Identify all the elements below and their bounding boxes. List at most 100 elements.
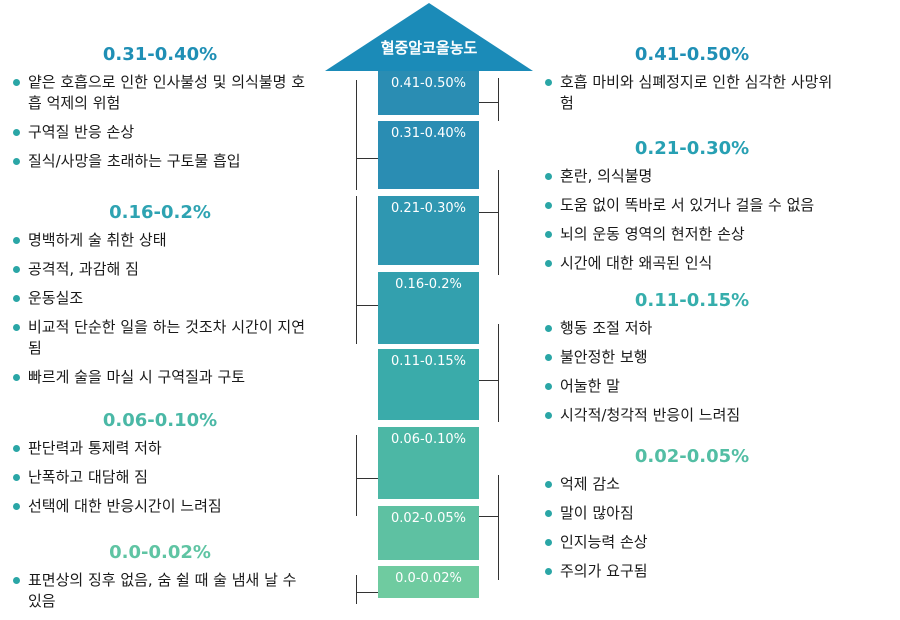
bullet-icon bbox=[545, 510, 552, 517]
effect-item: 뇌의 운동 영역의 현저한 손상 bbox=[542, 224, 842, 245]
effect-item: 질식/사망을 초래하는 구토물 흡입 bbox=[10, 151, 310, 172]
effect-item-text: 선택에 대한 반응시간이 느려짐 bbox=[28, 497, 222, 515]
bullet-icon bbox=[545, 539, 552, 546]
bullet-icon bbox=[545, 354, 552, 361]
effect-group: 0.31-0.40% 얕은 호흡으로 인한 인사불성 및 의식불명 호흡 억제의 … bbox=[10, 44, 310, 180]
scale-segment: 0.0-0.02% bbox=[378, 566, 479, 598]
scale-segment-label: 0.21-0.30% bbox=[391, 201, 466, 216]
scale-segment: 0.41-0.50% bbox=[378, 71, 479, 115]
effect-item-text: 도움 없이 똑바로 서 있거나 걸을 수 없음 bbox=[560, 196, 815, 214]
bracket-line bbox=[356, 592, 378, 593]
effect-item: 시각적/청각적 반응이 느려짐 bbox=[542, 405, 842, 426]
effect-item: 시간에 대한 왜곡된 인식 bbox=[542, 253, 842, 274]
bullet-icon bbox=[13, 445, 20, 452]
effect-item-text: 어눌한 말 bbox=[560, 377, 620, 395]
effect-item-text: 혼란, 의식불명 bbox=[560, 167, 653, 185]
effect-item: 얕은 호흡으로 인한 인사불성 및 의식불명 호흡 억제의 위험 bbox=[10, 72, 310, 114]
bullet-icon bbox=[13, 503, 20, 510]
effect-item-text: 인지능력 손상 bbox=[560, 533, 648, 551]
bullet-icon bbox=[545, 202, 552, 209]
bullet-icon bbox=[545, 260, 552, 267]
effect-item-text: 시간에 대한 왜곡된 인식 bbox=[560, 254, 713, 272]
scale-segment-label: 0.02-0.05% bbox=[391, 511, 466, 526]
scale-segment: 0.02-0.05% bbox=[378, 506, 479, 560]
effect-item: 선택에 대한 반응시간이 느려짐 bbox=[10, 496, 310, 517]
bracket-line bbox=[498, 170, 499, 275]
effect-item: 호흡 마비와 심폐정지로 인한 심각한 사망위험 bbox=[542, 72, 842, 114]
effect-item: 행동 조절 저하 bbox=[542, 318, 842, 339]
effect-item: 억제 감소 bbox=[542, 474, 842, 495]
group-range-title: 0.31-0.40% bbox=[102, 44, 218, 65]
effect-item-text: 시각적/청각적 반응이 느려짐 bbox=[560, 406, 741, 424]
effect-item-text: 뇌의 운동 영역의 현저한 손상 bbox=[560, 225, 745, 243]
effect-item-text: 불안정한 보행 bbox=[560, 348, 648, 366]
effect-item: 혼란, 의식불명 bbox=[542, 166, 842, 187]
bracket-line bbox=[356, 575, 357, 604]
effect-item: 구역질 반응 손상 bbox=[10, 122, 310, 143]
scale-segment-label: 0.41-0.50% bbox=[391, 76, 466, 91]
bracket-line bbox=[356, 158, 378, 159]
arrow-title: 혈중알코올농도 bbox=[380, 39, 478, 57]
bullet-icon bbox=[545, 173, 552, 180]
scale-segment: 0.11-0.15% bbox=[378, 349, 479, 420]
group-range-title: 0.11-0.15% bbox=[634, 290, 750, 311]
group-range-title: 0.02-0.05% bbox=[634, 446, 750, 467]
scale-segment: 0.21-0.30% bbox=[378, 196, 479, 265]
effect-item-text: 빠르게 술을 마실 시 구역질과 구토 bbox=[28, 368, 246, 386]
group-range-title: 0.41-0.50% bbox=[634, 44, 750, 65]
effect-item-text: 말이 많아짐 bbox=[560, 504, 634, 522]
bullet-icon bbox=[13, 79, 20, 86]
scale-segment-label: 0.0-0.02% bbox=[395, 571, 462, 586]
scale-segment-label: 0.06-0.10% bbox=[391, 432, 466, 447]
scale-segment-label: 0.16-0.2% bbox=[395, 277, 462, 292]
effect-item: 명백하게 술 취한 상태 bbox=[10, 230, 310, 251]
effect-item: 운동실조 bbox=[10, 288, 310, 309]
effect-item-text: 표면상의 징후 없음, 숨 쉴 때 술 냄새 날 수 있음 bbox=[28, 571, 297, 610]
bracket-line bbox=[479, 516, 498, 517]
bracket-line bbox=[356, 80, 357, 190]
effect-item-text: 호흡 마비와 심폐정지로 인한 심각한 사망위험 bbox=[560, 73, 833, 112]
effect-item: 판단력과 통제력 저하 bbox=[10, 438, 310, 459]
effect-item: 공격적, 과감해 짐 bbox=[10, 259, 310, 280]
effect-item-text: 억제 감소 bbox=[560, 475, 620, 493]
bullet-icon bbox=[545, 481, 552, 488]
bracket-line bbox=[479, 212, 498, 213]
scale-segment: 0.16-0.2% bbox=[378, 272, 479, 344]
arrow-head bbox=[325, 3, 533, 71]
effect-item: 표면상의 징후 없음, 숨 쉴 때 술 냄새 날 수 있음 bbox=[10, 570, 310, 612]
bullet-icon bbox=[545, 79, 552, 86]
group-range-title: 0.06-0.10% bbox=[102, 410, 218, 431]
bracket-line bbox=[356, 478, 378, 479]
bullet-icon bbox=[13, 374, 20, 381]
bullet-icon bbox=[13, 295, 20, 302]
effect-list: 호흡 마비와 심폐정지로 인한 심각한 사망위험 bbox=[542, 72, 842, 114]
effect-item: 말이 많아짐 bbox=[542, 503, 842, 524]
group-range-title: 0.16-0.2% bbox=[109, 202, 211, 223]
bullet-icon bbox=[13, 129, 20, 136]
group-range-title: 0.21-0.30% bbox=[634, 138, 750, 159]
effect-item: 인지능력 손상 bbox=[542, 532, 842, 553]
effect-item-text: 비교적 단순한 일을 하는 것조차 시간이 지연됨 bbox=[28, 318, 306, 357]
effect-item-text: 명백하게 술 취한 상태 bbox=[28, 231, 167, 249]
effect-item: 주의가 요구됨 bbox=[542, 561, 842, 582]
effect-item: 난폭하고 대담해 짐 bbox=[10, 467, 310, 488]
group-range-title: 0.0-0.02% bbox=[109, 542, 211, 563]
effect-item-text: 행동 조절 저하 bbox=[560, 319, 653, 337]
bullet-icon bbox=[13, 266, 20, 273]
effect-item: 어눌한 말 bbox=[542, 376, 842, 397]
bullet-icon bbox=[13, 577, 20, 584]
bullet-icon bbox=[13, 324, 20, 331]
bullet-icon bbox=[545, 383, 552, 390]
effect-item-text: 판단력과 통제력 저하 bbox=[28, 439, 162, 457]
